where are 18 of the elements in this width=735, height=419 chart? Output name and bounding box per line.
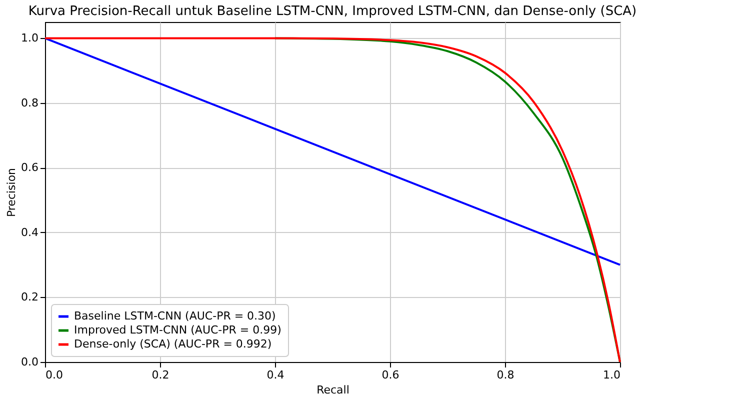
x-tick-label: 1.0 (603, 368, 620, 382)
x-tick-label: 0.6 (382, 368, 400, 382)
y-tick-label: 0.4 (21, 226, 38, 239)
legend-label: Dense-only (SCA) (AUC-PR = 0.992) (74, 338, 272, 350)
y-tick-label: 1.0 (21, 32, 38, 45)
chart-title: Kurva Precision-Recall untuk Baseline LSTM-CNN, Improved LSTM-CNN, dan Dense-only (SCA) (28, 4, 637, 19)
x-tick-label: 0.0 (46, 368, 63, 382)
y-axis-title: Precision (5, 168, 18, 218)
y-tick-label: 0.0 (21, 356, 38, 368)
x-tick-label: 0.8 (496, 368, 514, 382)
y-tick-label: 0.8 (21, 96, 38, 110)
x-axis-title: Recall (316, 384, 350, 396)
y-tick-label: 0.6 (21, 161, 38, 174)
legend-label: Baseline LSTM-CNN (AUC-PR = 0.30) (74, 310, 276, 322)
y-tick-label: 0.2 (21, 290, 38, 304)
x-tick-label: 0.2 (152, 368, 170, 382)
legend-label: Improved LSTM-CNN (AUC-PR = 0.99) (74, 324, 282, 336)
x-tick-label: 0.4 (266, 368, 284, 382)
